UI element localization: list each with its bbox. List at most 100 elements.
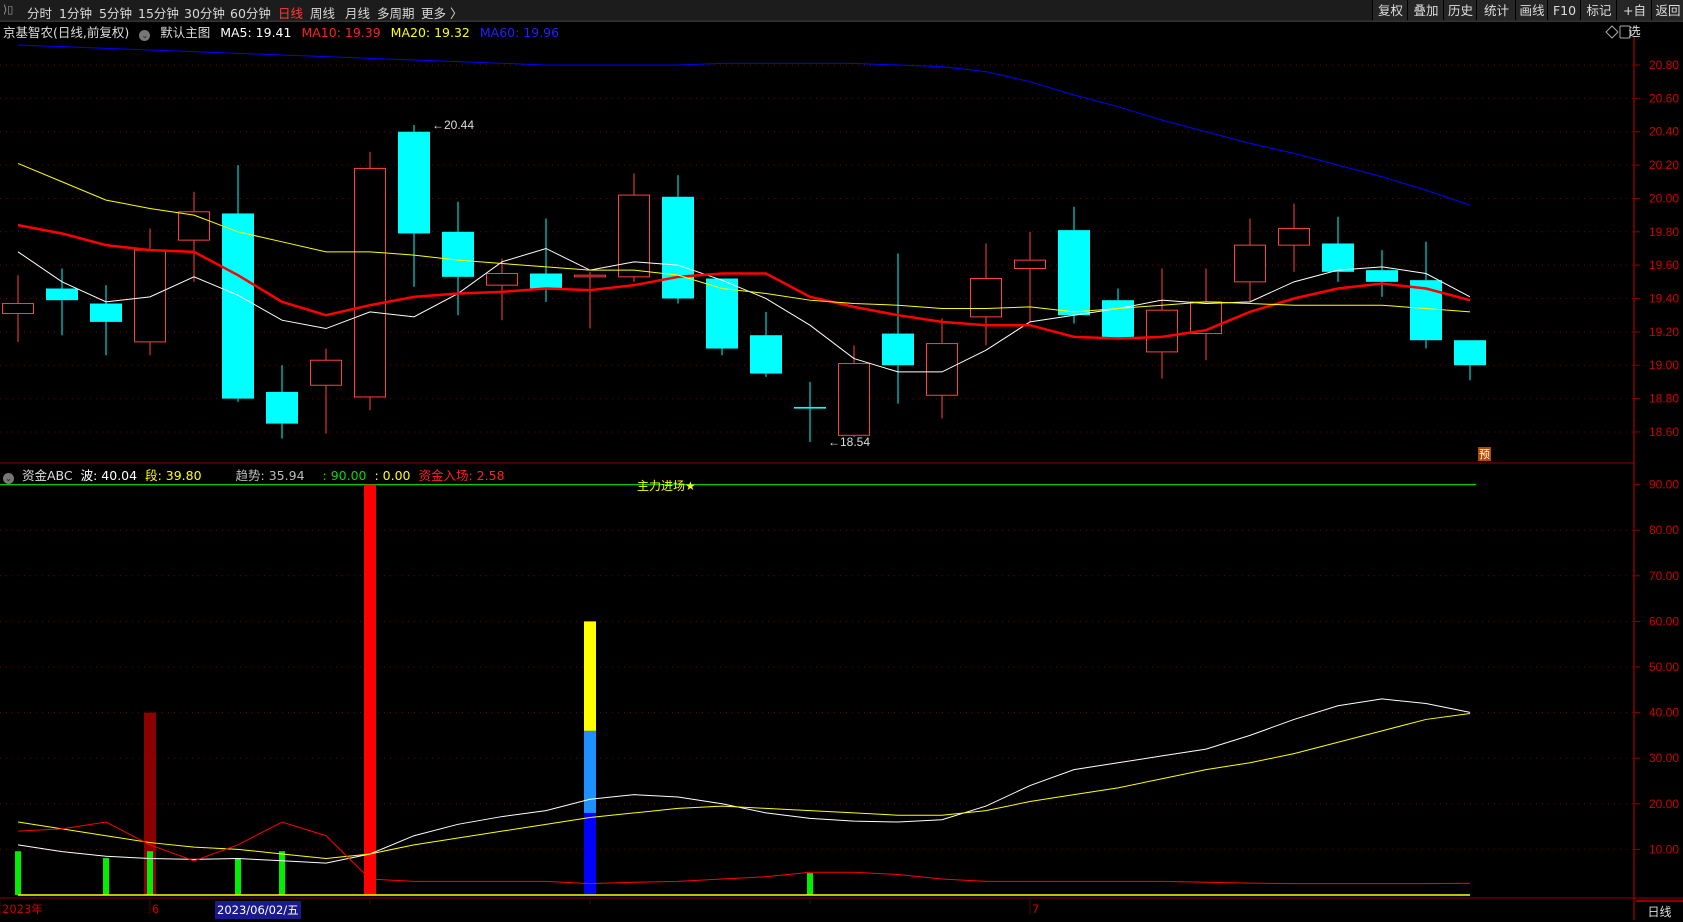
price-tick-label: 20.40 xyxy=(1649,125,1679,139)
candle-body xyxy=(1014,259,1046,269)
indicator-tick-label: 20.00 xyxy=(1649,797,1679,811)
indicator-tick-label: 60.00 xyxy=(1649,614,1679,628)
candle xyxy=(750,311,782,377)
candle xyxy=(1234,218,1266,302)
candle xyxy=(310,348,342,434)
candle xyxy=(618,173,650,282)
ma20-line xyxy=(17,162,1471,313)
x-tick-label: 2023年 xyxy=(2,902,43,916)
candle-body xyxy=(530,273,562,289)
indicator-bar-segment xyxy=(364,484,376,895)
forecast-badge-text: 预 xyxy=(1479,448,1490,461)
cursor-date-box xyxy=(215,901,301,919)
indicator-tick-label: 50.00 xyxy=(1649,660,1679,674)
candle-body xyxy=(398,131,430,234)
price-tick-label: 19.20 xyxy=(1649,325,1679,339)
candle-body xyxy=(970,278,1002,318)
period-toolbar: ⟩▯ 分时 1分钟 5分钟 15分钟 30分钟 60分钟 日线 周线 月线 多周期 更多 〉 复权叠… xyxy=(0,0,1683,39)
tab-period-0[interactable]: 分时 xyxy=(27,6,53,21)
candle-body xyxy=(486,273,518,286)
f10-button[interactable]: F10 xyxy=(1547,0,1581,21)
candle-body xyxy=(1454,340,1486,366)
candle xyxy=(794,381,826,442)
adjust-button[interactable]: 复权 xyxy=(1372,0,1408,21)
cursor-date-label: 2023/06/02/五 xyxy=(217,903,299,917)
tab-period-4[interactable]: 30分钟 xyxy=(184,6,225,21)
candle xyxy=(1102,288,1134,339)
tab-period-6[interactable]: 日线 xyxy=(278,6,304,21)
ma5-value: MA5: 19.41 xyxy=(220,25,292,40)
ma60-value: MA60: 19.96 xyxy=(479,25,560,40)
forecast-badge xyxy=(1478,447,1491,461)
price-tick-label: 19.80 xyxy=(1649,225,1679,239)
template-dropdown-icon[interactable]: ⌄ xyxy=(139,30,151,41)
draw-button[interactable]: 画线 xyxy=(1515,0,1548,21)
candle-body xyxy=(442,231,474,277)
tab-period-2[interactable]: 5分钟 xyxy=(99,6,132,21)
stock-title: 京基智农(日线,前复权) xyxy=(3,25,130,40)
back-button[interactable]: 返回 xyxy=(1651,0,1683,21)
trend-value: 趋势: 35.94 xyxy=(235,468,305,483)
history-button[interactable]: 历史 xyxy=(1443,0,1477,21)
indicator-tick-label: 40.00 xyxy=(1649,706,1679,720)
candle-body xyxy=(354,167,386,398)
ma10-line xyxy=(17,223,1471,340)
candle-body xyxy=(838,363,870,436)
x-tick-label: 6 xyxy=(152,902,159,916)
tab-period-5[interactable]: 60分钟 xyxy=(230,6,271,21)
price-tick-label: 18.80 xyxy=(1649,392,1679,406)
indicator-bar-segment xyxy=(584,730,596,813)
mark-button[interactable]: 标记 xyxy=(1580,0,1617,21)
tab-period-1[interactable]: 1分钟 xyxy=(59,6,92,21)
tab-period-8[interactable]: 月线 xyxy=(345,6,371,21)
inflow-value: 资金入场: 2.58 xyxy=(418,468,505,483)
template-name[interactable]: 默认主图 xyxy=(160,25,211,40)
green-signal-bar xyxy=(103,858,109,895)
candle xyxy=(398,125,430,287)
indicator-name[interactable]: 资金ABC xyxy=(21,468,73,483)
green-signal-bar xyxy=(147,851,153,895)
indicator-tick-label: 10.00 xyxy=(1649,842,1679,856)
wave-value: 波: 40.04 xyxy=(80,468,138,483)
candle-body xyxy=(1322,243,1354,272)
candle xyxy=(1454,340,1486,381)
green-signal-bar xyxy=(807,873,813,895)
candle-body xyxy=(618,194,650,278)
price-tick-label: 19.60 xyxy=(1649,258,1679,272)
price-tick-label: 20.00 xyxy=(1649,191,1679,205)
candle-body xyxy=(1146,309,1178,353)
x-tick-label: 7 xyxy=(1032,902,1039,916)
candle xyxy=(2,275,34,342)
candle xyxy=(486,258,518,321)
indicator-bar-segment xyxy=(584,621,596,731)
candle xyxy=(222,165,254,402)
overlay-button[interactable]: 叠加 xyxy=(1407,0,1444,21)
price-tick-label: 19.40 xyxy=(1649,292,1679,306)
candle xyxy=(970,243,1002,346)
candle-body xyxy=(1278,227,1310,246)
candle xyxy=(662,175,694,304)
candle xyxy=(178,191,210,282)
candle-body xyxy=(134,249,166,343)
ma10-value: MA10: 19.39 xyxy=(301,25,381,40)
add-watchlist-button[interactable]: +自选 xyxy=(1616,0,1652,39)
candle-body xyxy=(46,288,78,301)
indicator-header: ⌄ 资金ABC 波: 40.04 段: 39.80 趋势: 35.94 : 90… xyxy=(3,465,509,484)
green-signal-bar xyxy=(279,851,285,895)
tab-period-7[interactable]: 周线 xyxy=(310,6,336,21)
stats-button[interactable]: 统计 xyxy=(1476,0,1516,21)
indicator-line-1 xyxy=(17,713,1471,860)
diamond-icon xyxy=(1605,25,1619,39)
day-button[interactable]: 日线 xyxy=(1636,900,1683,922)
tab-period-3[interactable]: 15分钟 xyxy=(138,6,179,21)
candle xyxy=(530,218,562,302)
tab-period-10[interactable]: 更多 〉 xyxy=(421,6,463,21)
candle-body xyxy=(926,343,958,396)
indicator-dropdown-icon[interactable]: ⌄ xyxy=(3,473,14,484)
candle-body xyxy=(794,406,826,409)
candle-body xyxy=(662,196,694,299)
collapse-icon[interactable]: ⟩▯ xyxy=(3,3,14,16)
candle xyxy=(266,365,298,439)
tab-period-9[interactable]: 多周期 xyxy=(377,6,415,21)
